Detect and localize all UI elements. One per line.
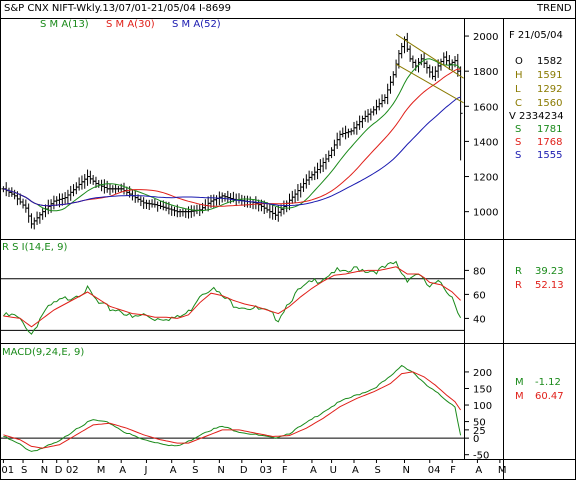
rsi-panel: 40 60 80	[0, 260, 486, 335]
x-tick-label: U	[330, 465, 337, 476]
y-tick-label: 100	[473, 401, 492, 412]
sidebar-macd-values: M -1.12 M 60.47	[515, 377, 564, 402]
y-tick-label: 25	[473, 426, 486, 437]
sma30-line	[3, 68, 461, 207]
rsi-line	[3, 260, 462, 335]
price-y-tick-label: 1600	[473, 102, 498, 113]
price-y-tick-label: 1000	[473, 208, 498, 219]
sidebar-value: -1.12	[535, 377, 561, 388]
sidebar-value: 1781	[537, 124, 562, 135]
sidebar-value: 1768	[537, 137, 562, 148]
x-tick-label: M	[97, 465, 106, 476]
sidebar-label: S	[515, 150, 521, 161]
sidebar-value: 52.13	[535, 280, 564, 291]
x-tick-label: F	[282, 465, 288, 476]
chart-title: S&P CNX NIFT-Wkly.13/07/01-21/05/04 I-86…	[4, 3, 231, 14]
price-y-tick-label: 2000	[473, 32, 498, 43]
price-panel: 1000 1200 1400 1600 1800 2000	[1, 32, 498, 230]
x-tick-label: J	[143, 465, 147, 476]
sidebar-rsi-values: R 39.23 R 52.13	[515, 266, 564, 291]
x-tick-label: D	[55, 465, 63, 476]
sidebar-value: 1555	[537, 150, 562, 161]
y-tick-label: -50	[473, 451, 489, 462]
x-tick-label: A	[475, 465, 482, 476]
sma13-line	[3, 58, 462, 212]
sidebar-volume: V 2334234	[509, 111, 564, 122]
x-tick-label: 02	[66, 465, 79, 476]
x-tick-label: N	[217, 465, 224, 476]
sidebar-label: C	[515, 98, 522, 109]
y-tick-label: 150	[473, 384, 492, 395]
sma52-line	[3, 96, 461, 207]
y-tick-label: 40	[473, 314, 486, 325]
rsi-title: R S I(14,E, 9)	[2, 242, 67, 253]
y-tick-label: 200	[473, 368, 492, 379]
sidebar-value: 1292	[537, 84, 562, 95]
price-y-tick-label: 1400	[473, 137, 498, 148]
legend-sma30: S M A(30)	[106, 19, 155, 30]
x-tick-label: F	[450, 465, 456, 476]
y-tick-label: 60	[473, 290, 486, 301]
sidebar-label: S	[515, 137, 521, 148]
sidebar-value: 60.47	[535, 391, 564, 402]
x-tick-label: M	[498, 465, 507, 476]
y-tick-label: 50	[473, 418, 486, 429]
x-tick-label: 01	[1, 465, 14, 476]
sidebar-label: O	[515, 56, 523, 67]
sidebar-label: M	[515, 391, 524, 402]
x-tick-label: D	[240, 465, 248, 476]
y-tick-label: 80	[473, 266, 486, 277]
sidebar-label: L	[515, 84, 521, 95]
sidebar-label: R	[515, 280, 522, 291]
x-tick-label: A	[310, 465, 317, 476]
y-tick-label: 0	[473, 434, 479, 445]
x-tick-label: A	[119, 465, 126, 476]
trendline	[395, 33, 464, 79]
x-tick-label: A	[352, 465, 359, 476]
macd-title: MACD(9,24,E, 9)	[2, 347, 84, 358]
legend-sma52: S M A(52)	[172, 19, 221, 30]
x-tick-label: N	[41, 465, 48, 476]
x-tick-label: A	[170, 465, 177, 476]
legend-sma13: S M A(13)	[40, 19, 89, 30]
sidebar-date: F 21/05/04	[509, 30, 563, 41]
sidebar-value: 1582	[537, 56, 562, 67]
price-y-tick-label: 1200	[473, 173, 498, 184]
x-tick-label: S	[21, 465, 27, 476]
x-tick-label: 04	[428, 465, 441, 476]
price-y-tick-label: 1800	[473, 67, 498, 78]
sidebar-value: 1560	[537, 98, 562, 109]
x-tick-label: 03	[259, 465, 272, 476]
sidebar-label: M	[515, 377, 524, 388]
sidebar-price-values: O 1582 H 1591 L 1292 C 1560 V 2334234 S 1781 S 1768 S…	[509, 56, 564, 161]
x-tick-label: S	[192, 465, 198, 476]
sidebar-label: S	[515, 124, 521, 135]
trendline	[395, 63, 464, 104]
signal-line	[3, 266, 461, 328]
sidebar-label: H	[515, 70, 523, 81]
sidebar-label: R	[515, 266, 522, 277]
trend-label: TREND	[536, 3, 572, 14]
x-tick-label: N	[403, 465, 410, 476]
signal-line	[3, 371, 462, 449]
sidebar-value: 1591	[537, 70, 562, 81]
x-tick-label: S	[374, 465, 380, 476]
sidebar-value: 39.23	[535, 266, 564, 277]
x-axis: 01 S N D 02 M A J A S N D 03 F A U A S N 04 F A M	[1, 460, 507, 476]
